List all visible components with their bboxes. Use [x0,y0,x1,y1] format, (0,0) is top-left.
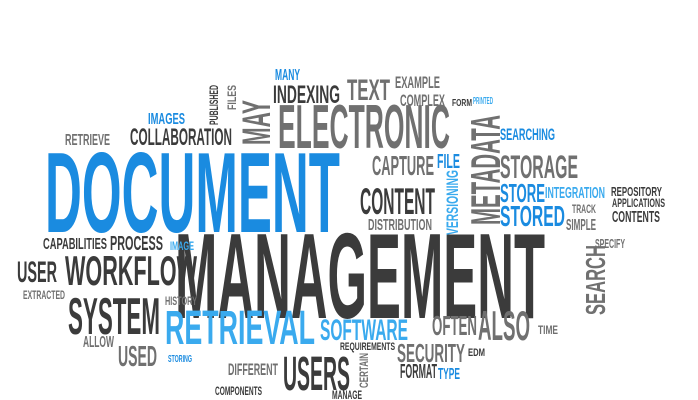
word: STORAGE [500,149,578,185]
word: IMAGE [170,239,194,253]
word: DOCUMENT [45,130,340,257]
word: APPLICATIONS [612,196,665,210]
word: INDEXING [273,81,340,109]
word: REPOSITORY [611,184,662,199]
word: COMPONENTS [215,384,262,398]
word: FILES [225,85,239,110]
word: WORKFLOW [65,247,197,294]
word: MAY [235,100,279,145]
word: EXAMPLE [395,73,440,92]
word: FILE [437,151,460,173]
word: USERS [283,348,350,400]
word: TEXT [347,74,390,107]
word: OFTEN [432,310,477,341]
word: STORING [168,354,192,365]
word: USER [17,256,57,289]
word: COMPLEX [400,91,445,110]
word: SEARCHING [500,125,555,144]
word: FORMAT [400,361,437,383]
word: PRINTED [473,96,493,107]
word: SOFTWARE [320,314,408,347]
word: MANAGE [332,388,362,400]
word: CONTENT [360,181,435,222]
word: RETRIEVE [65,132,110,149]
word: CAPABILITIES [43,236,107,253]
word: FORM [452,98,472,109]
word: HISTORY [165,294,197,308]
word: ELECTRONIC [278,93,450,162]
word: CONTENTS [612,209,660,226]
word: SPECIFY [595,236,625,251]
word: SEARCH [580,245,611,315]
word: USED [118,341,157,373]
word: CERTAIN [357,353,371,388]
word: EDM [468,347,485,359]
word: RETRIEVAL [165,302,315,355]
word: CAPTURE [372,150,434,181]
word: COLLABORATION [130,124,232,151]
word: IMAGES [148,111,185,128]
word: MANAGEMENT [175,208,545,344]
word: TRACK [572,202,596,216]
word: ALSO [478,302,530,349]
word: METADATA [462,115,509,225]
word: SIMPLE [566,217,596,234]
word: DISTRIBUTION [368,217,432,234]
word: STORED [500,201,565,233]
word: PROCESS [110,233,163,255]
word: ALLOW [83,334,114,351]
word: SECURITY [397,338,465,368]
word: DIFFERENT [228,360,278,379]
word: TYPE [438,366,460,383]
word: EXTRACTED [23,288,65,302]
word: PUBLISHED [207,85,221,125]
word: MANY [275,67,300,84]
word: TIME [538,323,558,337]
word: STORE [500,178,545,208]
word: VERSIONING [443,170,462,235]
word: REQUIREMENTS [340,341,395,353]
word: INTEGRATION [545,185,605,202]
word: SYSTEM [68,288,160,346]
